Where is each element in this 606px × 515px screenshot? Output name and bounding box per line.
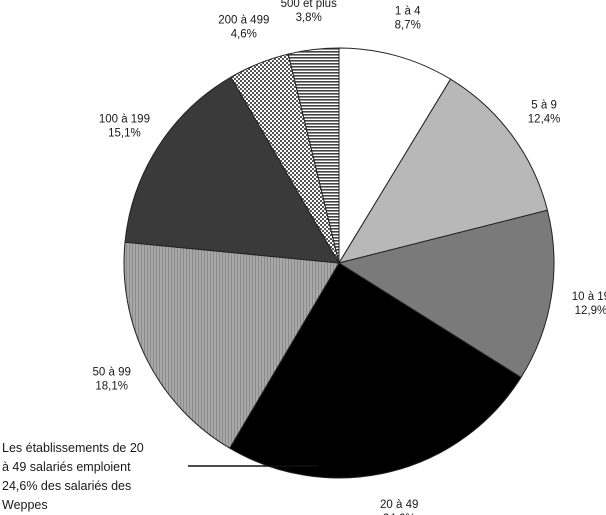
pie-slice-1	[337, 78, 549, 264]
pie-slice-3	[229, 262, 522, 479]
annotation-line: Les établissements de 20	[2, 441, 144, 455]
slice-value-label: 3,8%	[296, 12, 322, 24]
slice-label: 200 à 499	[218, 14, 269, 26]
slice-label: 20 à 49	[380, 499, 418, 511]
slices-layer	[123, 47, 555, 479]
slice-value-label: 12,4%	[528, 113, 561, 125]
slice-label: 100 à 199	[99, 113, 150, 125]
annotation-line: à 49 salariés emploient	[2, 460, 131, 474]
slice-label: 50 à 99	[93, 367, 131, 379]
labels-layer: 1 à 4 8,7% 5 à 9 12,4% 10 à 19 12,9% 20 à 49 24…	[93, 0, 606, 515]
slice-label: 500 et plus	[281, 0, 338, 10]
annotation-line: Weppes	[2, 498, 48, 512]
slice-label: 1 à 4	[395, 5, 421, 17]
slice-value-label: 8,7%	[395, 19, 421, 31]
slice-value-label: 15,1%	[108, 127, 141, 139]
pie-slice-4	[123, 241, 340, 449]
pie-slice-7	[287, 47, 340, 264]
pie-slice-2	[337, 209, 555, 379]
pie-slice-5	[124, 76, 340, 264]
slice-value-label: 4,6%	[231, 28, 257, 40]
pie-slice-0	[338, 47, 452, 265]
slice-value-label: 18,1%	[95, 381, 128, 393]
slice-label: 10 à 19	[572, 291, 606, 303]
annotation: Les établissements de 20 à 49 salariés e…	[2, 441, 318, 512]
slice-label: 5 à 9	[531, 99, 557, 111]
annotation-line: 24,6% des salariés des	[2, 479, 131, 493]
slice-value-label: 24,6%	[383, 513, 416, 515]
slice-value-label: 12,9%	[575, 305, 606, 317]
